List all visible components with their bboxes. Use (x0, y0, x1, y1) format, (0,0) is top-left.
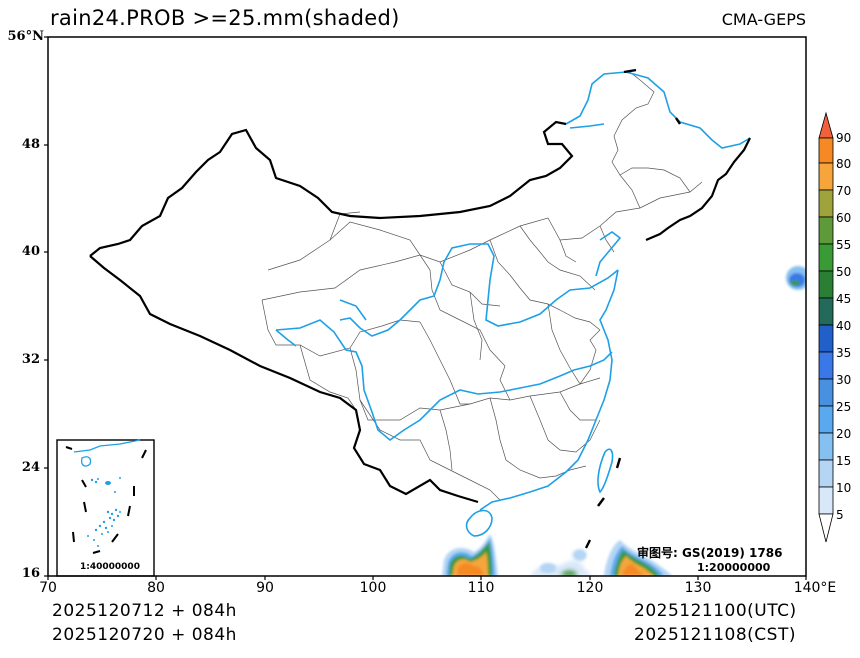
nine-dash-line (584, 68, 681, 549)
x-tick-130: 130 (684, 580, 712, 596)
colorbar-label-20: 20 (836, 427, 852, 441)
axis-ticks (44, 36, 807, 580)
colorbar-label-60: 60 (836, 211, 852, 225)
x-tick-80: 80 (147, 580, 165, 596)
colorbar-label-45: 45 (836, 292, 852, 306)
inset-scale-label: 1:40000000 (80, 562, 140, 572)
south-china-sea-inset (56, 439, 155, 577)
colorbar-label-70: 70 (836, 184, 852, 198)
colorbar-label-15: 15 (836, 454, 852, 468)
plot-frame (47, 36, 807, 577)
colorbar-label-90: 90 (836, 131, 852, 145)
province-boundaries (261, 71, 703, 501)
model-source-label: CMA-GEPS (721, 10, 806, 29)
x-tick-100: 100 (359, 580, 387, 596)
x-tick-70: 70 (39, 580, 57, 596)
colorbar (818, 111, 834, 543)
colorbar-label-40: 40 (836, 319, 852, 333)
national-border (89, 120, 751, 504)
x-tick-120: 120 (576, 580, 604, 596)
colorbar-label-5: 5 (836, 508, 844, 522)
colorbar-label-55: 55 (836, 238, 852, 252)
init-time-utc: 2025120712 + 084h (52, 601, 237, 621)
rivers (275, 71, 751, 537)
valid-time-cst: 2025121108(CST) (634, 625, 796, 645)
colorbar-label-50: 50 (836, 265, 852, 279)
init-time-cst: 2025120720 + 084h (52, 625, 237, 645)
colorbar-label-35: 35 (836, 346, 852, 360)
chart-title: rain24.PROB >=25.mm(shaded) (50, 6, 400, 30)
x-tick-90: 90 (256, 580, 274, 596)
y-tick-56: 56°N (7, 29, 44, 44)
y-tick-32: 32 (21, 352, 40, 367)
y-tick-24: 24 (21, 460, 40, 475)
y-tick-40: 40 (21, 244, 40, 259)
map-approval-number: 审图号: GS(2019) 1786 (637, 546, 783, 560)
colorbar-label-80: 80 (836, 157, 852, 171)
main-scale-label: 1:20000000 (697, 561, 771, 574)
colorbar-label-30: 30 (836, 373, 852, 387)
y-tick-16: 16 (21, 566, 40, 581)
y-tick-48: 48 (21, 137, 40, 152)
colorbar-label-10: 10 (836, 481, 852, 495)
x-tick-140: 140°E (793, 580, 837, 596)
x-tick-110: 110 (467, 580, 495, 596)
valid-time-utc: 2025121100(UTC) (634, 601, 797, 621)
probability-shading (442, 266, 806, 576)
colorbar-label-25: 25 (836, 400, 852, 414)
